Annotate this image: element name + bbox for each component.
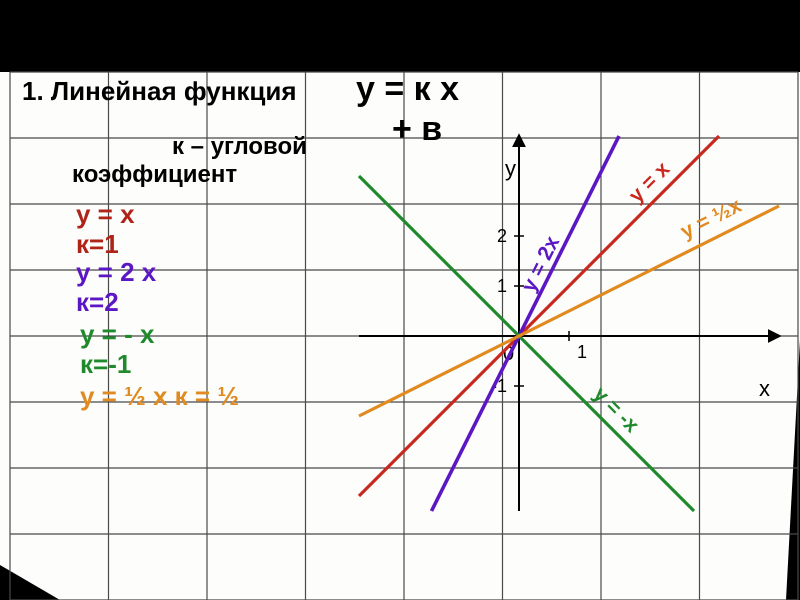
equation-item-2: у = - хк=-1 <box>80 320 154 380</box>
eq-line1: у = ½ х к = ½ <box>80 381 239 411</box>
eq-line2: к=-1 <box>80 349 131 379</box>
slide-stage: 1. Линейная функция у = к х+ в к – углово… <box>0 0 800 600</box>
x-axis-label: х <box>759 376 770 401</box>
eq-line1: у = 2 х <box>76 257 156 287</box>
equation-item-3: у = ½ х к = ½ <box>80 382 320 412</box>
tick-label: 2 <box>497 226 507 246</box>
tick-label: 1 <box>577 342 587 362</box>
subtitle: к – угловой <box>172 133 307 160</box>
title-number: 1. Линейная функция <box>22 76 297 106</box>
tick-label: 1 <box>497 276 507 296</box>
title-equation: у = к х <box>356 70 459 108</box>
eq-line2: к=1 <box>76 229 119 259</box>
y-axis-label: у <box>505 156 516 181</box>
eq-line1: у = х <box>76 199 135 229</box>
subtitle-2: коэффициент <box>72 161 237 188</box>
eq-line1: у = - х <box>80 319 154 349</box>
equation-item-0: у = хк=1 <box>76 200 135 260</box>
title-equation-2: + в <box>392 110 442 148</box>
eq-line2: к=2 <box>76 287 119 317</box>
equation-item-1: у = 2 хк=2 <box>76 258 156 318</box>
